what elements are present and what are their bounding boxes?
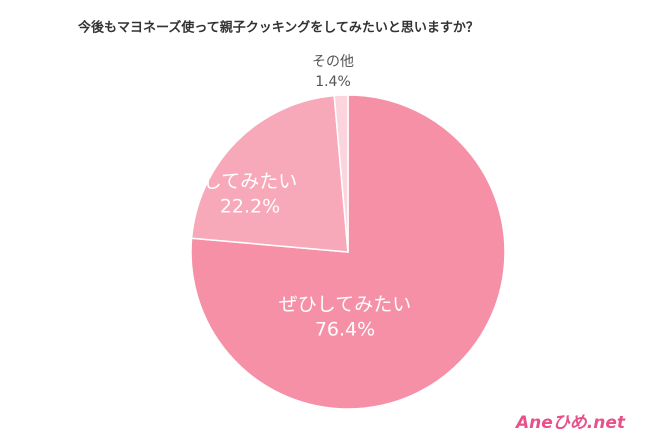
chart-title: 今後もマヨネーズ使って親子クッキングをしてみたいと思いますか？ [77, 20, 479, 36]
slice-value-label: 22.2% [220, 196, 280, 218]
slice-label: してみたい [203, 171, 297, 193]
slice-value-label: 76.4% [315, 319, 375, 341]
slice-label: ぜひしてみたい [279, 294, 411, 316]
pie-slice [190, 94, 349, 253]
slice-value-label: 1.4% [315, 74, 351, 90]
logo[interactable]: Aneひめ.net [514, 413, 626, 433]
slice-label: その他 [312, 54, 354, 70]
pie-slice [333, 94, 349, 253]
